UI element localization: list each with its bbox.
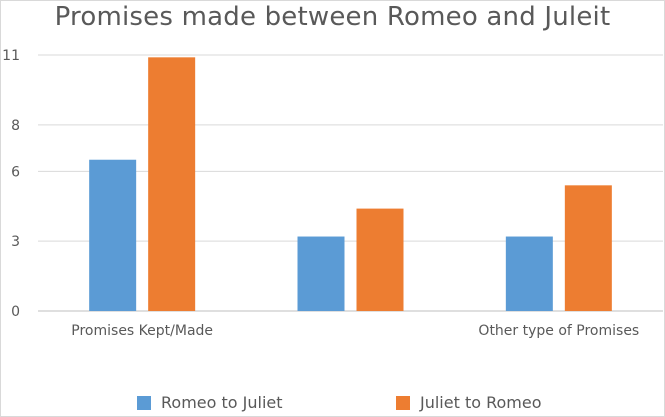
y-tick-label: 11	[2, 48, 20, 64]
bar-juliet-to-romeo-0	[148, 57, 196, 312]
bars	[89, 57, 612, 312]
y-tick-label: 6	[11, 164, 20, 180]
legend-item-juliet-to-romeo: Juliet to Romeo	[396, 393, 542, 412]
bar-juliet-to-romeo-2	[564, 185, 612, 311]
gridlines	[38, 54, 663, 312]
bar-romeo-to-juliet-2	[505, 236, 553, 311]
x-axis-ticks: Promises Kept/Made Other type of Promises	[71, 323, 639, 339]
y-axis-ticks: 0 3 6 8 11	[2, 48, 20, 320]
bar-juliet-to-romeo-1	[356, 208, 404, 311]
x-tick-label: Promises Kept/Made	[71, 323, 213, 339]
legend-item-romeo-to-juliet: Romeo to Juliet	[137, 393, 283, 412]
y-tick-label: 8	[11, 118, 20, 134]
legend-swatch-juliet-to-romeo	[396, 395, 410, 410]
x-tick-label: Other type of Promises	[478, 323, 639, 339]
bar-romeo-to-juliet-1	[297, 236, 345, 311]
bar-romeo-to-juliet-0	[89, 159, 137, 311]
y-tick-label: 3	[11, 234, 20, 250]
legend-label-juliet-to-romeo: Juliet to Romeo	[420, 393, 542, 412]
legend-swatch-romeo-to-juliet	[137, 395, 151, 410]
legend-label-romeo-to-juliet: Romeo to Juliet	[161, 393, 283, 412]
y-tick-label: 0	[11, 304, 20, 320]
chart-title: Promises made between Romeo and Juleit	[54, 2, 611, 32]
